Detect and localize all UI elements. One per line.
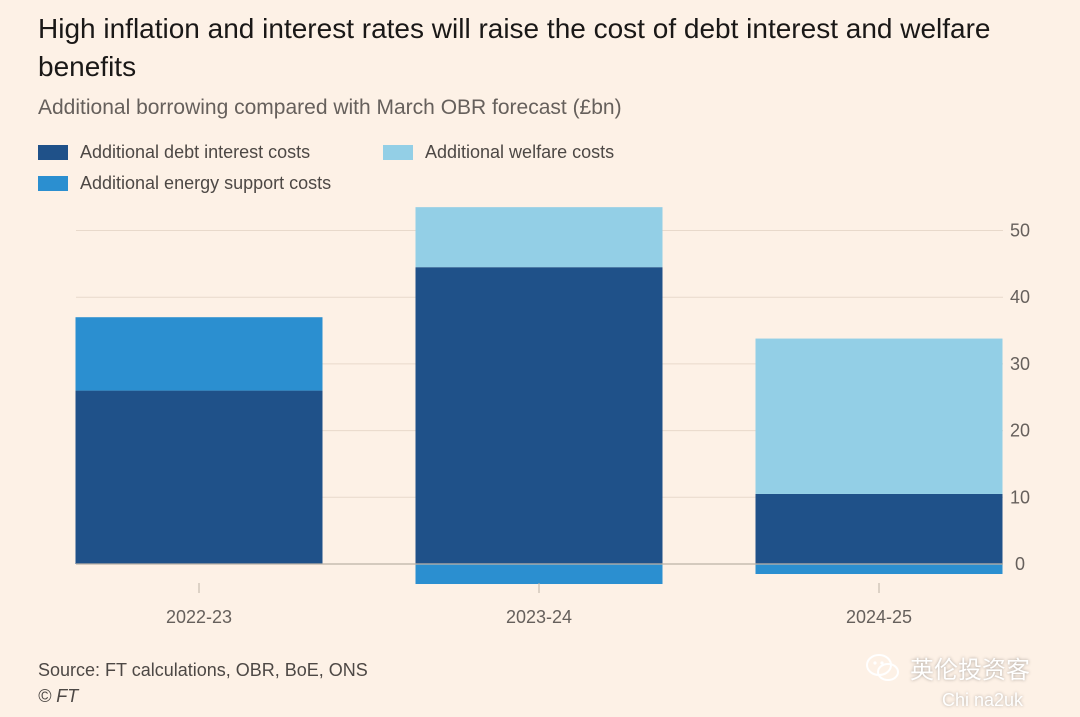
y-tick-label-0: 0 bbox=[1015, 554, 1025, 574]
legend-item-energy: Additional energy support costs bbox=[38, 173, 331, 194]
source-note: Source: FT calculations, OBR, BoE, ONS bbox=[38, 660, 368, 680]
chart-title: High inflation and interest rates will r… bbox=[38, 13, 991, 82]
x-tick-label-2022-23: 2022-23 bbox=[166, 607, 232, 627]
bar-welfare-2023-24 bbox=[415, 207, 663, 268]
legend-label-debt: Additional debt interest costs bbox=[80, 142, 311, 162]
bar-debt-2024-25 bbox=[755, 493, 1003, 564]
bar-energy-2024-25 bbox=[755, 564, 1003, 575]
y-tick-label-10: 10 bbox=[1010, 487, 1030, 507]
bar-debt-2022-23 bbox=[75, 390, 323, 564]
wechat-icon bbox=[866, 653, 899, 681]
y-tick-label-50: 50 bbox=[1010, 221, 1030, 241]
watermark-sub: Chi na2uk bbox=[942, 690, 1024, 710]
legend-swatch-welfare bbox=[383, 145, 413, 160]
legend-item-welfare: Additional welfare costs bbox=[383, 142, 614, 163]
bars bbox=[75, 207, 1003, 585]
watermark: 英伦投资客 bbox=[866, 650, 1030, 685]
bar-welfare-2024-25 bbox=[755, 338, 1003, 494]
chart-subtitle: Additional borrowing compared with March… bbox=[38, 96, 622, 119]
legend-swatch-energy bbox=[38, 176, 68, 191]
watermark-name: 英伦投资客 bbox=[910, 657, 1030, 684]
bar-energy-2022-23 bbox=[75, 317, 323, 391]
y-tick-label-20: 20 bbox=[1010, 421, 1030, 441]
bar-energy-2023-24 bbox=[415, 564, 663, 585]
legend: Additional debt interest costs Additiona… bbox=[38, 142, 738, 202]
x-tick-label-2024-25: 2024-25 bbox=[846, 607, 912, 627]
legend-label-welfare: Additional welfare costs bbox=[425, 142, 615, 162]
copyright-note: © FT bbox=[38, 686, 79, 706]
y-tick-label-30: 30 bbox=[1010, 354, 1030, 374]
legend-swatch-debt bbox=[38, 145, 68, 160]
legend-item-debt: Additional debt interest costs bbox=[38, 142, 310, 163]
y-tick-label-40: 40 bbox=[1010, 287, 1030, 307]
axis-labels: 0 10 20 30 40 50 2022-23 2023-24 2024-25 bbox=[166, 221, 1030, 628]
legend-label-energy: Additional energy support costs bbox=[80, 173, 332, 193]
x-tick-label-2023-24: 2023-24 bbox=[506, 607, 572, 627]
bar-chart: 0 10 20 30 40 50 2022-23 2023-24 2024-25 bbox=[75, 207, 1030, 628]
bar-debt-2023-24 bbox=[415, 267, 663, 564]
